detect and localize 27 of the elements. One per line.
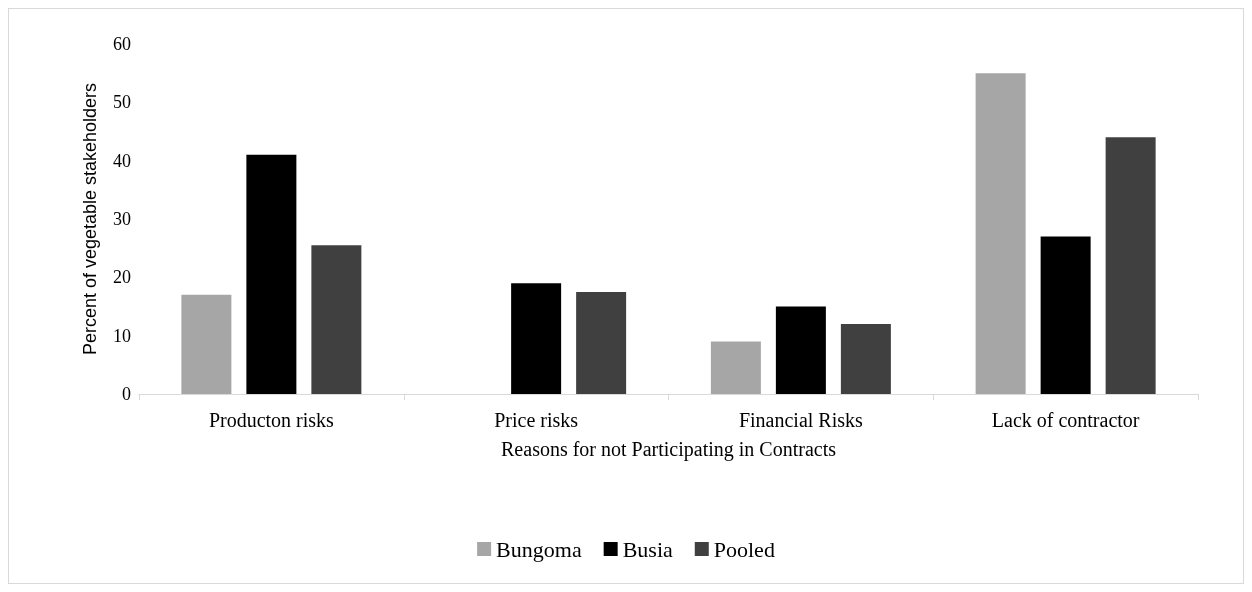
x-tick-label: Producton risks — [208, 409, 335, 431]
y-tick-label: 50 — [113, 92, 131, 113]
x-tick-label: Financial Risks — [738, 409, 864, 431]
bar — [511, 283, 562, 394]
y-axis-title: Percent of vegetable stakeholders — [80, 82, 100, 356]
y-tick-label: 0 — [122, 384, 131, 404]
bar — [710, 341, 761, 394]
bar — [775, 306, 826, 394]
bar — [181, 294, 232, 394]
y-tick-label: 20 — [113, 267, 131, 288]
bar — [1105, 137, 1156, 394]
bar — [840, 324, 891, 394]
y-tick-label: 10 — [113, 325, 131, 346]
legend-label: Bungoma — [496, 536, 582, 562]
y-tick-label: 60 — [113, 34, 131, 54]
y-tick-label: 40 — [113, 150, 131, 171]
x-tick-label: Lack of contractor — [991, 409, 1140, 431]
bar — [1040, 236, 1091, 394]
bar — [311, 245, 362, 394]
legend-label: Pooled — [713, 536, 775, 562]
legend-label: Busia — [622, 536, 674, 562]
x-axis-title: Reasons for not Participating in Contracts — [501, 438, 837, 461]
bar — [975, 73, 1026, 394]
bar — [576, 291, 627, 394]
x-tick-label: Price risks — [494, 409, 579, 431]
y-tick-label: 30 — [113, 209, 131, 229]
bar — [246, 154, 297, 394]
